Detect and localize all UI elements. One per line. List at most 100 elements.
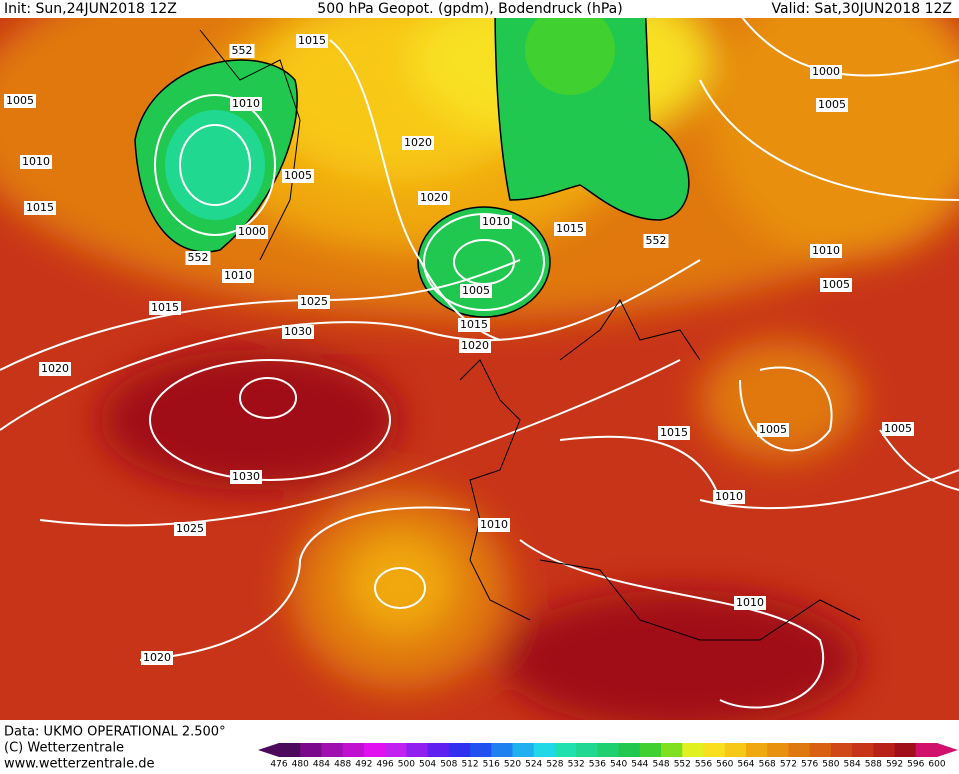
colorbar-tick-label: 544 (631, 760, 648, 770)
isobar-label-box (478, 518, 510, 532)
isobar-label: 1000 (238, 225, 266, 238)
colorbar-tick-label: 592 (886, 760, 903, 770)
isobar-label-box (230, 470, 262, 484)
isobar-label: 1015 (298, 34, 326, 47)
colorbar-tick-label: 596 (907, 760, 924, 770)
colorbar-tick-label: 540 (610, 760, 627, 770)
isobar-label-box (554, 222, 586, 236)
isobar-label: 1010 (715, 490, 743, 503)
isobar-label: 1010 (736, 596, 764, 609)
isobar-label-box (24, 201, 56, 215)
isobar-label-box (757, 423, 789, 437)
colorbar-tick-label: 480 (292, 760, 309, 770)
colorbar-tick-label: 512 (461, 760, 478, 770)
isobar-label: 1020 (143, 651, 171, 664)
colorbar-cell (300, 743, 322, 757)
colorbar-cell (363, 743, 386, 757)
isobar-label: 1030 (232, 470, 260, 483)
colorbar-tick-label: 600 (928, 760, 945, 770)
isobar-label: 1015 (460, 318, 488, 331)
colorbar-cell (703, 743, 726, 757)
isobar-label: 1010 (232, 97, 260, 110)
isobar-label-box (402, 136, 434, 150)
colorbar-tick-label: 520 (504, 760, 521, 770)
colorbar-cell (597, 743, 620, 757)
isobar-label-box (418, 191, 450, 205)
map-title: 500 hPa Geopot. (gpdm), Bodendruck (hPa) (317, 1, 622, 17)
isobar-labels: 1015 552 1005 1010 1010 1005 1015 1000 552 1010 10… (4, 34, 914, 665)
isobar-label: 1010 (812, 244, 840, 257)
isobar-label-box (882, 422, 914, 436)
colorbar-tick-label: 568 (759, 760, 776, 770)
colorbar-tick-label: 556 (695, 760, 712, 770)
colorbar-cell (639, 743, 662, 757)
colorbar-cell (321, 743, 344, 757)
isobar-label: 552 (232, 44, 253, 57)
valid-time: Valid: Sat,30JUN2018 12Z (772, 1, 952, 17)
colorbar-cell (724, 743, 747, 757)
isobar-label-box (458, 318, 490, 332)
isobar-label: 1025 (300, 295, 328, 308)
isobar-label: 1010 (22, 155, 50, 168)
colorbar-tick-label: 584 (844, 760, 861, 770)
colorbar-cell (385, 743, 407, 757)
colorbar-tick-label: 492 (355, 760, 372, 770)
colorbar-cell (470, 743, 492, 757)
map-field (0, 0, 959, 720)
colorbar-cell (830, 743, 853, 757)
colorbar-tick-label: 580 (822, 760, 839, 770)
isobar-label-box (230, 97, 262, 111)
isobar-label-box (643, 234, 669, 248)
colorbar-cell (618, 743, 641, 757)
copyright: (C) Wetterzentrale (4, 741, 124, 756)
data-source: Data: UKMO OPERATIONAL 2.500° (4, 725, 226, 740)
colorbar-cell (767, 743, 789, 757)
colorbar-cell (406, 743, 429, 757)
url: www.wetterzentrale.de (4, 757, 154, 771)
isobar-label: 1020 (404, 136, 432, 149)
colorbar-tick-label: 516 (483, 760, 500, 770)
isobar-label-box (298, 295, 330, 309)
isobar-label-box (282, 169, 314, 183)
isobar-label: 1020 (461, 339, 489, 352)
colorbar-cell (448, 743, 471, 757)
colorbar-tick-label: 576 (801, 760, 818, 770)
isobar-label-box (459, 339, 491, 353)
isobar-label-box (810, 244, 842, 258)
isobar-label: 552 (188, 251, 209, 264)
colorbar-tick-label: 484 (313, 760, 330, 770)
colorbar-tick-label: 532 (568, 760, 585, 770)
isobar-label-box (141, 651, 173, 665)
colorbar-tick-label: 504 (419, 760, 436, 770)
isobar-label: 1005 (884, 422, 912, 435)
isobar-label-box (185, 251, 211, 265)
isobar-label-box (236, 225, 268, 239)
isobar-label: 1005 (818, 98, 846, 111)
colorbar-tick-label: 560 (716, 760, 733, 770)
colorbar-tick-label: 528 (546, 760, 563, 770)
isobar-label-box (658, 426, 690, 440)
isobar-label: 1020 (41, 362, 69, 375)
isobar-label-box (713, 490, 745, 504)
isobar-label: 1010 (482, 215, 510, 228)
colorbar-tick-label: 496 (377, 760, 394, 770)
colorbar-cell (661, 743, 683, 757)
colorbar-cell (533, 743, 556, 757)
colorbar-tick-label: 508 (440, 760, 457, 770)
colorbar-cell (576, 743, 598, 757)
colorbar-cell (788, 743, 811, 757)
isobar-label: 1005 (759, 423, 787, 436)
isobar-label: 1000 (812, 65, 840, 78)
colorbar-cell (491, 743, 513, 757)
colorbar-cell (745, 743, 768, 757)
isobar-label: 1005 (822, 278, 850, 291)
isobar-label: 1005 (284, 169, 312, 182)
isobar-label: 1030 (284, 325, 312, 338)
colorbar-tick-label: 548 (652, 760, 669, 770)
isobar-label: 1015 (556, 222, 584, 235)
colorbar-cell (809, 743, 832, 757)
colorbar-tick-label: 488 (334, 760, 351, 770)
colorbar-tick-label: 564 (737, 760, 754, 770)
isobar-label-box (149, 301, 181, 315)
